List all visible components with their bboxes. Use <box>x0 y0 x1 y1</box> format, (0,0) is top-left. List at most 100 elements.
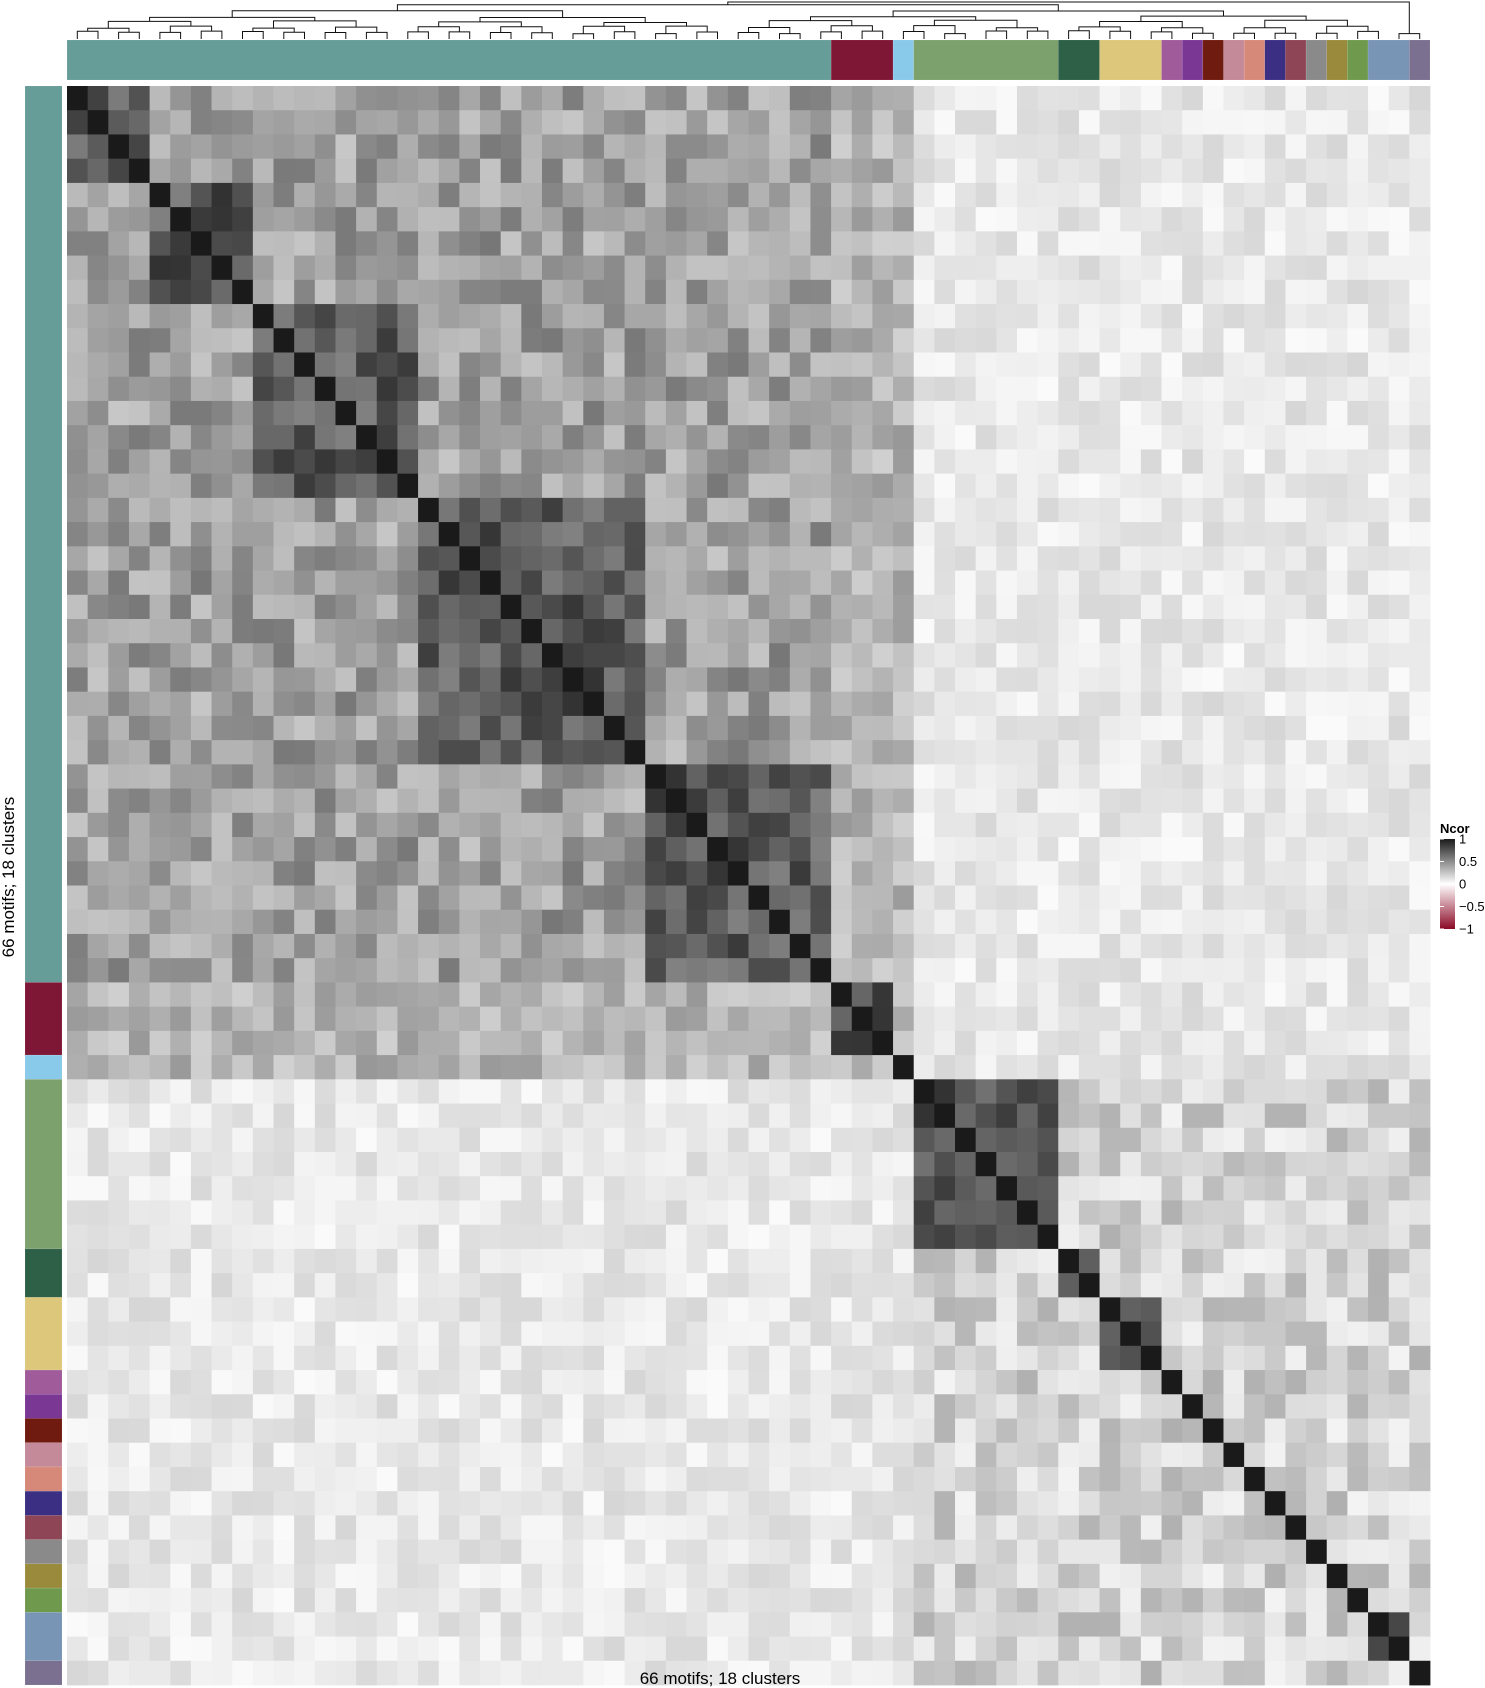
heatmap-cell <box>1078 1491 1100 1516</box>
heatmap-cell <box>686 788 708 814</box>
heatmap-cell <box>769 1200 791 1226</box>
heatmap-cell <box>397 570 419 596</box>
heatmap-cell <box>1202 1176 1224 1201</box>
heatmap-cell <box>562 667 584 693</box>
heatmap-cell <box>769 522 791 547</box>
heatmap-cell <box>521 1370 543 1395</box>
heatmap-cell <box>1409 1636 1431 1662</box>
heatmap-cell <box>645 1539 667 1565</box>
heatmap-cell <box>108 1224 130 1250</box>
heatmap-cell <box>128 1224 150 1250</box>
heatmap-cell <box>1120 1152 1142 1177</box>
heatmap-cell <box>975 619 997 644</box>
heatmap-cell <box>665 861 687 886</box>
heatmap-cell <box>1409 764 1431 789</box>
heatmap-cell <box>1037 1224 1059 1250</box>
heatmap-cell <box>1409 619 1431 644</box>
heatmap-cell <box>314 933 336 959</box>
heatmap-cell <box>1264 764 1286 789</box>
heatmap-cell <box>149 1466 171 1492</box>
heatmap-cell <box>1058 691 1080 717</box>
heatmap-cell <box>541 1442 564 1468</box>
heatmap-cell <box>624 1612 646 1637</box>
heatmap-cell <box>624 1345 646 1371</box>
heatmap-cell <box>1264 715 1286 741</box>
heatmap-cell <box>211 546 233 571</box>
heatmap-cell <box>438 764 460 789</box>
heatmap-cell <box>727 1055 749 1080</box>
heatmap-cell <box>335 231 357 256</box>
heatmap-cell <box>1099 1273 1121 1298</box>
heatmap-cell <box>1202 1394 1224 1419</box>
heatmap-cell <box>1285 1176 1307 1201</box>
heatmap-cell <box>1099 134 1121 160</box>
heatmap-cell <box>1202 497 1224 523</box>
heatmap-cell <box>1078 304 1100 329</box>
heatmap-cell <box>108 1370 130 1395</box>
heatmap-cell <box>211 1418 233 1444</box>
heatmap-cell <box>727 1394 749 1419</box>
heatmap-cell <box>376 1055 398 1080</box>
heatmap-cell <box>1244 182 1266 208</box>
heatmap-cell <box>872 715 894 741</box>
heatmap-cell <box>170 328 192 353</box>
heatmap-cell <box>913 1273 935 1298</box>
heatmap-cell <box>686 764 708 789</box>
heatmap-cell <box>190 619 212 644</box>
heatmap-cell <box>418 837 440 862</box>
heatmap-cell <box>707 134 729 160</box>
heatmap-cell <box>376 1224 398 1250</box>
heatmap-cell <box>1306 86 1328 111</box>
heatmap-cell <box>1202 546 1224 571</box>
heatmap-cell <box>975 497 997 523</box>
heatmap-cell <box>211 812 233 838</box>
heatmap-cell <box>273 1006 295 1032</box>
heatmap-cell <box>810 982 832 1008</box>
heatmap-cell <box>1099 449 1121 475</box>
heatmap-cell <box>1016 449 1039 475</box>
heatmap-cell <box>1058 1418 1080 1444</box>
heatmap-cell <box>934 715 956 741</box>
heatmap-cell <box>108 1418 130 1444</box>
heatmap-cell <box>955 1442 977 1468</box>
heatmap-cell <box>87 376 109 402</box>
heatmap-cell <box>252 1273 274 1298</box>
heatmap-cell <box>1285 619 1307 644</box>
heatmap-cell <box>397 1466 419 1492</box>
heatmap-cell <box>1285 1636 1307 1662</box>
heatmap-cell <box>149 352 171 378</box>
heatmap-cell <box>1409 1345 1431 1371</box>
heatmap-cell <box>397 812 419 838</box>
heatmap-cell <box>418 691 440 717</box>
heatmap-cell <box>665 522 687 547</box>
heatmap-cell <box>1037 1370 1059 1395</box>
heatmap-cell <box>170 1055 192 1080</box>
heatmap-cell <box>1120 158 1142 184</box>
heatmap-cell <box>541 1200 564 1226</box>
heatmap-cell <box>211 1103 233 1129</box>
heatmap-cell <box>418 328 440 353</box>
heatmap-cell <box>480 885 502 911</box>
heatmap-cell <box>541 1612 564 1637</box>
heatmap-cell <box>913 1055 935 1080</box>
heatmap-cell <box>934 110 956 135</box>
heatmap-cell <box>521 1176 543 1201</box>
heatmap-cell <box>273 958 295 983</box>
heatmap-cell <box>1037 691 1059 717</box>
heatmap-cell <box>294 594 316 620</box>
heatmap-cell <box>996 1660 1018 1686</box>
heatmap-cell <box>1078 231 1100 256</box>
heatmap-cell <box>356 740 378 765</box>
heatmap-cell <box>252 328 274 353</box>
heatmap-cell <box>1244 933 1266 959</box>
heatmap-cell <box>603 1515 625 1541</box>
heatmap-cell <box>1016 231 1039 256</box>
heatmap-cell <box>665 1103 687 1129</box>
heatmap-cell <box>87 1418 109 1444</box>
heatmap-cell <box>170 182 192 208</box>
heatmap-cell <box>459 1660 481 1686</box>
heatmap-cell <box>645 788 667 814</box>
heatmap-cell <box>1161 764 1183 789</box>
heatmap-cell <box>438 449 460 475</box>
heatmap-cell <box>1285 522 1307 547</box>
